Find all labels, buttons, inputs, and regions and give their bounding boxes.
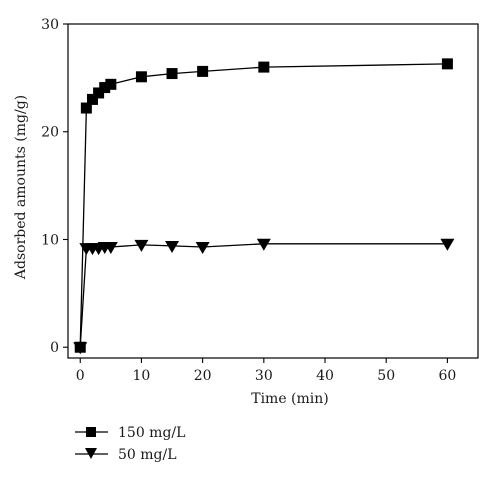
data-point-square [135,71,147,83]
x-tick-label: 30 [255,368,273,384]
data-point-triangle [134,239,149,252]
y-axis-label: Adsorbed amounts (mg/g) [13,95,29,280]
legend-label-150: 150 mg/L [118,425,185,441]
series-line [79,243,448,348]
legend-item-150: 150 mg/L [75,425,185,441]
series-50 [73,238,455,355]
data-point-square [105,78,117,90]
data-point-square [166,68,178,80]
series-line [79,63,448,348]
data-point-triangle [165,240,180,253]
series-150 [74,58,453,353]
data-point-square [197,65,209,77]
legend-label-50: 50 mg/L [118,447,177,463]
legend-item-50: 50 mg/L [75,447,177,463]
data-point-square [80,102,92,114]
data-point-triangle [440,238,455,251]
x-axis-label: Time (min) [251,391,329,407]
y-tick-label: 20 [41,125,59,141]
y-axis-ticks: 0 10 20 30 [41,17,68,356]
legend-marker-square [86,427,96,437]
x-tick-label: 20 [194,368,212,384]
data-point-square [86,93,98,105]
data-point-square [258,61,270,73]
legend-marker-triangle [85,448,97,459]
series-layer [73,58,455,355]
x-tick-label: 0 [76,368,85,384]
x-tick-label: 60 [438,368,456,384]
y-tick-label: 30 [41,17,59,33]
y-tick-label: 10 [41,232,59,248]
x-axis-ticks: 0 10 20 30 40 50 60 [76,358,456,384]
data-point-triangle [103,242,118,255]
data-point-triangle [73,342,88,355]
data-point-square [93,87,105,99]
data-point-square [99,82,111,94]
plot-frame [67,23,479,359]
x-tick-label: 40 [316,368,334,384]
x-tick-label: 10 [133,368,151,384]
data-point-triangle [195,242,210,255]
plot-area [67,23,479,359]
x-tick-label: 50 [377,368,395,384]
data-point-square [441,58,453,70]
data-point-triangle [256,238,271,251]
y-tick-label: 0 [50,340,59,356]
legend: 150 mg/L 50 mg/L [75,425,185,463]
